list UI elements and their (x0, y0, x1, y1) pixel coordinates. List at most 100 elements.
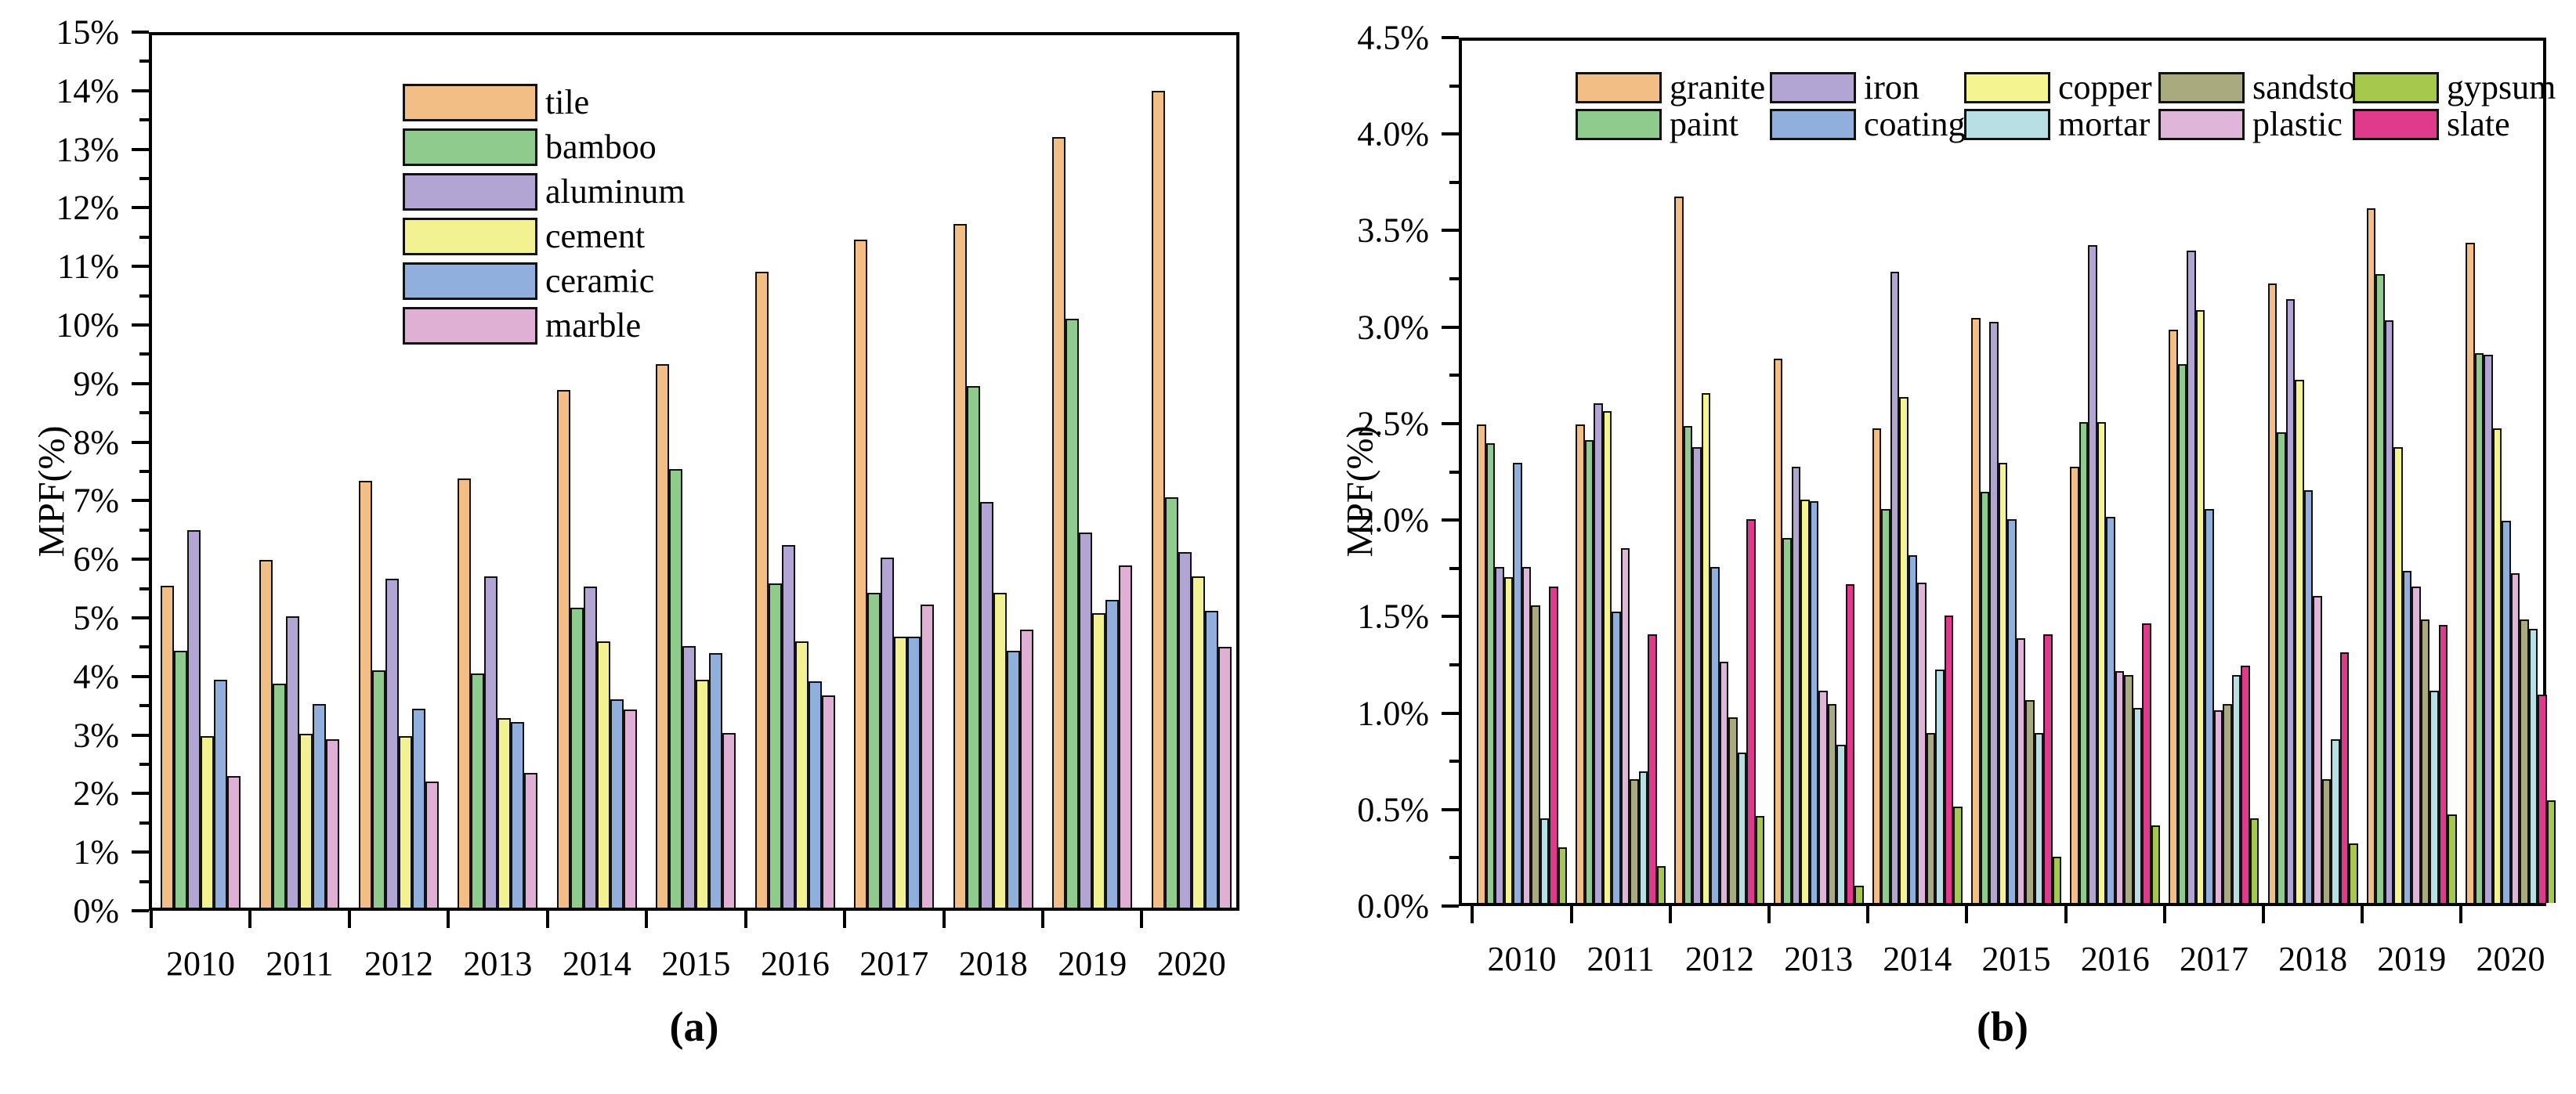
x-tick (1965, 906, 1969, 923)
bar-coating-2017 (2205, 509, 2214, 903)
bar-gypsum-2016 (2151, 825, 2161, 903)
bar-copper-2014 (1899, 397, 1908, 903)
y-tick-label: 1.0% (1357, 694, 1429, 733)
bar-paint-2016 (2079, 422, 2089, 903)
y-major-tick (132, 850, 149, 854)
bar-plastic-2015 (2016, 638, 2025, 903)
legend-label-marble: marble (545, 306, 642, 345)
y-major-tick (132, 909, 149, 912)
bar-tile-2020 (1151, 91, 1165, 908)
bar-sandstone-2020 (2520, 619, 2529, 903)
bar-aluminum-2011 (286, 616, 300, 908)
bar-mortar-2016 (2133, 708, 2143, 903)
x-tick (1767, 906, 1771, 923)
x-tick-label-2019: 2019 (1058, 944, 1127, 983)
y-tick-label: 2.0% (1357, 500, 1429, 540)
x-tick-label-2010: 2010 (1487, 940, 1557, 978)
bar-copper-2017 (2195, 310, 2205, 903)
bar-tile-2012 (358, 481, 372, 908)
bar-ceramic-2010 (214, 680, 227, 908)
legend-item-cement: cement (403, 218, 645, 255)
bar-granite-2020 (2466, 243, 2475, 903)
bar-slate-2015 (2043, 634, 2053, 903)
y-minor-tick (1449, 84, 1459, 88)
bar-tile-2010 (161, 585, 174, 908)
bar-granite-2012 (1674, 197, 1684, 903)
bar-mortar-2017 (2231, 675, 2241, 903)
x-tick (1140, 911, 1144, 928)
bar-ceramic-2012 (411, 708, 425, 908)
bar-coating-2019 (2402, 571, 2412, 903)
bar-plastic-2012 (1719, 661, 1729, 903)
bar-mortar-2010 (1539, 818, 1549, 903)
bar-copper-2020 (2492, 428, 2502, 903)
bar-ceramic-2016 (808, 681, 822, 908)
bar-gypsum-2018 (2349, 843, 2358, 903)
bar-tile-2013 (458, 478, 472, 908)
x-tick-label-2016: 2016 (760, 944, 830, 983)
bar-granite-2014 (1872, 428, 1882, 903)
bar-cement-2020 (1191, 576, 1205, 908)
bar-iron-2011 (1594, 403, 1603, 903)
x-tick-label-2014: 2014 (1883, 940, 1952, 978)
y-tick-label: 3% (73, 716, 119, 755)
y-major-tick (132, 558, 149, 561)
legend-swatch-aluminum (403, 173, 537, 211)
bar-sandstone-2012 (1728, 717, 1738, 903)
bar-gypsum-2015 (2052, 856, 2061, 903)
legend-swatch-granite (1576, 72, 1662, 103)
bar-paint-2012 (1683, 426, 1693, 903)
bar-granite-2016 (2070, 467, 2079, 903)
bar-copper-2019 (2393, 447, 2403, 903)
bar-tile-2014 (556, 389, 570, 908)
legend-item-tile: tile (403, 84, 589, 121)
x-tick (1866, 906, 1870, 923)
legend-label-copper: copper (2058, 68, 2152, 107)
y-major-tick (1442, 36, 1459, 39)
x-tick (2162, 906, 2166, 923)
y-minor-tick (139, 60, 149, 63)
bar-paint-2013 (1782, 538, 1792, 903)
bar-sandstone-2016 (2124, 675, 2133, 903)
bar-plastic-2014 (1917, 582, 1927, 903)
bar-slate-2014 (1944, 615, 1954, 903)
bar-coating-2016 (2106, 517, 2115, 903)
bar-aluminum-2017 (881, 557, 895, 908)
y-major-tick (132, 792, 149, 796)
bar-iron-2012 (1692, 447, 1702, 903)
y-tick-label: 9% (73, 364, 119, 403)
legend-label-cement: cement (545, 217, 646, 255)
bar-gypsum-2019 (2448, 814, 2457, 903)
y-axis-label-b: MPF(%) (1339, 425, 1381, 558)
y-minor-tick (139, 294, 149, 298)
y-minor-tick (1449, 180, 1459, 184)
bar-aluminum-2020 (1178, 551, 1192, 908)
legend-swatch-sandstone (2158, 72, 2245, 103)
y-tick-label: 6% (73, 540, 119, 579)
bar-coating-2018 (2303, 489, 2314, 903)
bar-plastic-2013 (1818, 690, 1828, 903)
bar-copper-2010 (1503, 576, 1513, 903)
bar-granite-2010 (1477, 424, 1486, 903)
y-major-tick (1442, 807, 1459, 811)
y-major-tick (132, 147, 149, 151)
y-tick-label: 11% (56, 247, 119, 286)
y-tick-label: 2.5% (1357, 404, 1429, 443)
legend-label-granite: granite (1670, 68, 1766, 107)
y-tick-label: 8% (73, 423, 119, 462)
bar-ceramic-2020 (1204, 610, 1218, 908)
y-minor-tick (1449, 566, 1459, 570)
bar-iron-2018 (2285, 298, 2296, 903)
bar-aluminum-2010 (187, 530, 201, 908)
x-tick-label-2013: 2013 (463, 944, 533, 983)
bar-copper-2011 (1602, 410, 1612, 903)
bar-iron-2020 (2484, 355, 2493, 903)
y-tick-label: 4% (73, 657, 119, 696)
bar-aluminum-2016 (781, 545, 795, 908)
bar-coating-2010 (1513, 463, 1522, 903)
y-minor-tick (139, 645, 149, 649)
legend-label-tile: tile (545, 83, 590, 121)
legend-label-paint: paint (1670, 105, 1738, 143)
legend-item-copper: copper (1964, 70, 2152, 105)
y-tick-label: 13% (56, 130, 119, 169)
